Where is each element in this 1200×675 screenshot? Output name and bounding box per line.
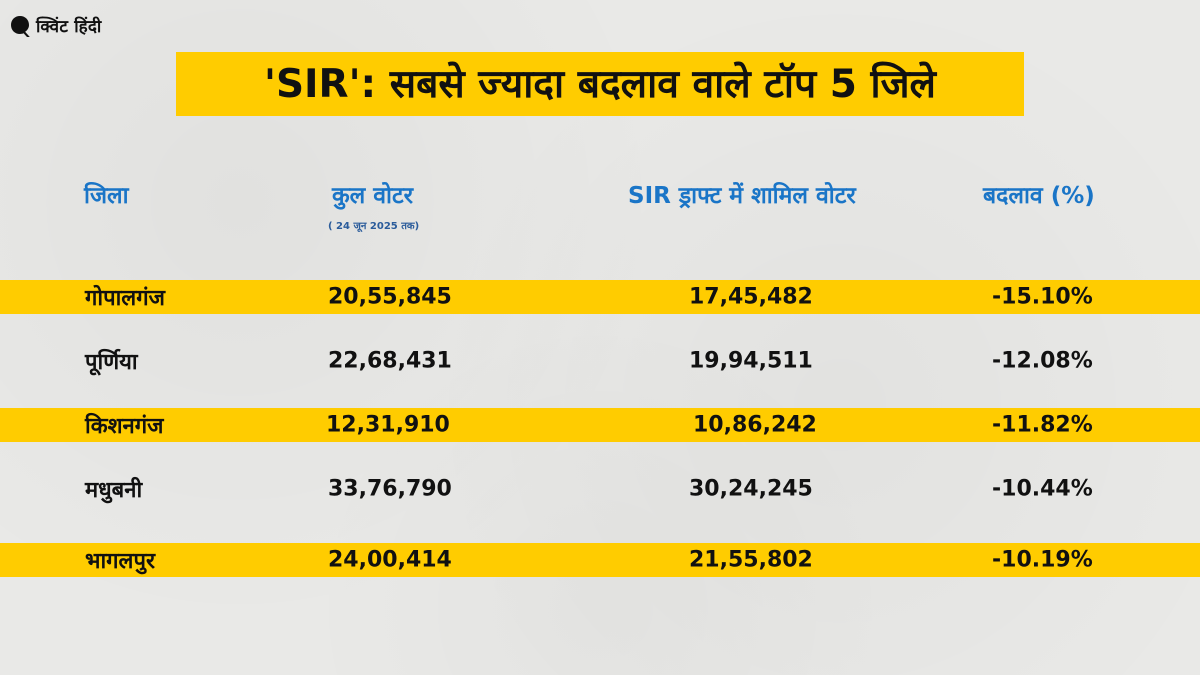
table-row: भागलपुर 24,00,414 21,55,802 -10.19%: [0, 543, 1200, 577]
change-percent: -11.82%: [992, 412, 1093, 438]
table-header: जिला कुल वोटर ( 24 जून 2025 तक) SIR ड्रा…: [0, 178, 1200, 250]
total-voters: 33,76,790: [328, 476, 452, 502]
draft-voters: 17,45,482: [689, 284, 813, 310]
draft-voters: 19,94,511: [689, 348, 813, 374]
district-name: पूर्णिया: [85, 350, 138, 375]
district-name: किशनगंज: [85, 414, 164, 439]
header-total-voters-sub: ( 24 जून 2025 तक): [328, 221, 420, 232]
total-voters: 20,55,845: [328, 284, 452, 310]
title-banner: 'SIR': सबसे ज्यादा बदलाव वाले टॉप 5 जिले: [176, 52, 1024, 116]
change-percent: -10.19%: [992, 547, 1093, 573]
total-voters: 22,68,431: [328, 348, 452, 374]
table-row: गोपालगंज 20,55,845 17,45,482 -15.10%: [0, 280, 1200, 314]
change-percent: -15.10%: [992, 284, 1093, 310]
draft-voters: 30,24,245: [689, 476, 813, 502]
table-row: किशनगंज 12,31,910 10,86,242 -11.82%: [0, 408, 1200, 442]
header-draft-voters: SIR ड्राफ्ट में शामिल वोटर: [628, 183, 856, 209]
table-row: पूर्णिया 22,68,431 19,94,511 -12.08%: [0, 344, 1200, 378]
table-row: मधुबनी 33,76,790 30,24,245 -10.44%: [0, 472, 1200, 506]
district-name: गोपालगंज: [85, 286, 165, 311]
logo-text: क्विंट हिंदी: [36, 17, 102, 37]
quint-q-icon: [11, 15, 30, 37]
total-voters: 24,00,414: [328, 547, 452, 573]
draft-voters: 10,86,242: [693, 412, 817, 438]
table-body: गोपालगंज 20,55,845 17,45,482 -15.10% पूर…: [0, 280, 1200, 590]
header-district: जिला: [84, 183, 129, 209]
page-title: 'SIR': सबसे ज्यादा बदलाव वाले टॉप 5 जिले: [264, 61, 936, 107]
logo: क्विंट हिंदी: [10, 14, 101, 37]
district-name: मधुबनी: [85, 478, 143, 503]
draft-voters: 21,55,802: [689, 547, 813, 573]
change-percent: -10.44%: [992, 476, 1093, 502]
change-percent: -12.08%: [992, 348, 1093, 374]
district-name: भागलपुर: [85, 549, 155, 574]
total-voters: 12,31,910: [326, 412, 450, 438]
header-change: बदलाव (%): [983, 183, 1095, 209]
header-total-voters: कुल वोटर: [332, 183, 414, 209]
